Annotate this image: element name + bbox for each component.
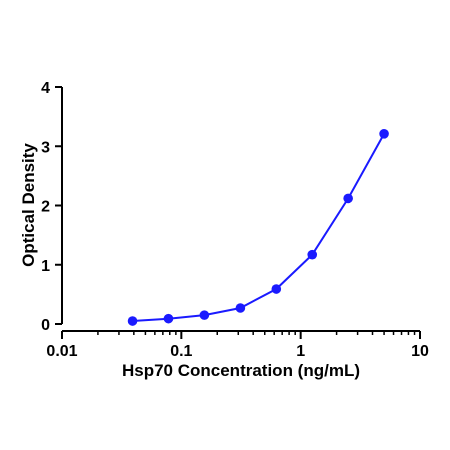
x-tick-label: 0.01 xyxy=(46,343,77,360)
x-axis-title: Hsp70 Concentration (ng/mL) xyxy=(122,361,360,380)
x-tick-label: 0.1 xyxy=(170,343,192,360)
x-tick-label: 1 xyxy=(296,343,305,360)
data-series xyxy=(127,129,389,326)
x-tick-label: 10 xyxy=(411,343,429,360)
data-point xyxy=(271,284,282,294)
x-axis: 0.01 0.1 1 10 xyxy=(46,330,429,360)
series-line xyxy=(132,133,385,322)
data-point xyxy=(307,249,318,260)
y-axis-title: Optical Density xyxy=(19,143,38,267)
y-tick-label: 4 xyxy=(41,80,50,97)
data-point xyxy=(379,129,389,139)
data-point xyxy=(199,310,210,320)
data-point xyxy=(343,193,353,204)
y-axis: 0 1 2 3 4 xyxy=(41,80,63,334)
y-tick-label: 0 xyxy=(41,317,50,334)
y-tick-label: 3 xyxy=(41,139,50,156)
data-point xyxy=(127,316,138,326)
y-tick-label: 2 xyxy=(41,199,50,216)
data-point xyxy=(163,313,174,324)
data-point xyxy=(235,303,246,313)
y-tick-label: 1 xyxy=(41,258,50,275)
